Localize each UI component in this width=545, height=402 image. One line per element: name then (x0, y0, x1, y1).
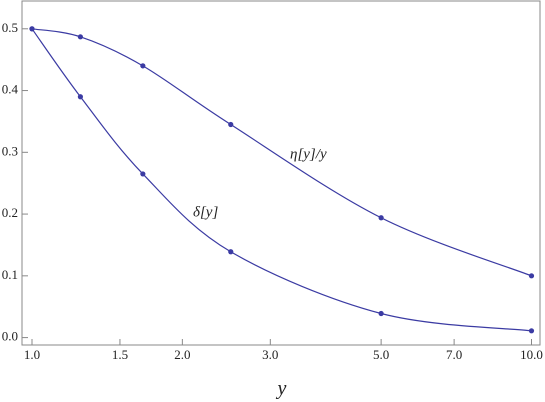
y-tick-label: 0.5 (2, 20, 18, 35)
x-tick-label: 7.0 (446, 347, 462, 362)
point (29, 26, 35, 32)
point (378, 215, 384, 221)
x-tick-label: 1.0 (24, 347, 40, 362)
x-tick-label: 3.0 (262, 347, 278, 362)
frame (21, 0, 541, 346)
point (528, 328, 535, 334)
point (228, 121, 234, 128)
line (31, 28, 532, 332)
line (31, 28, 532, 277)
y-tick-label: 0.4 (2, 82, 19, 97)
x-axis-label: y (276, 378, 287, 400)
point (77, 34, 83, 40)
x-tick-label: 1.5 (112, 347, 128, 362)
point (228, 249, 234, 255)
y-tick-label: 0.1 (2, 267, 18, 282)
x-tick-label: 5.0 (373, 347, 389, 362)
x-tick-label: 2.0 (174, 347, 190, 362)
y-tick-label: 0.0 (2, 329, 18, 344)
series-label: δ[y] (193, 204, 218, 220)
y-tick-label: 0.2 (2, 205, 18, 220)
point (378, 310, 384, 317)
point (77, 94, 83, 100)
x-tick-label: 10.0 (520, 347, 543, 362)
series-label: η[y]/y (290, 146, 327, 162)
point (140, 63, 146, 69)
point (528, 273, 535, 279)
y-tick-label: 0.3 (2, 143, 18, 158)
point (140, 171, 146, 177)
